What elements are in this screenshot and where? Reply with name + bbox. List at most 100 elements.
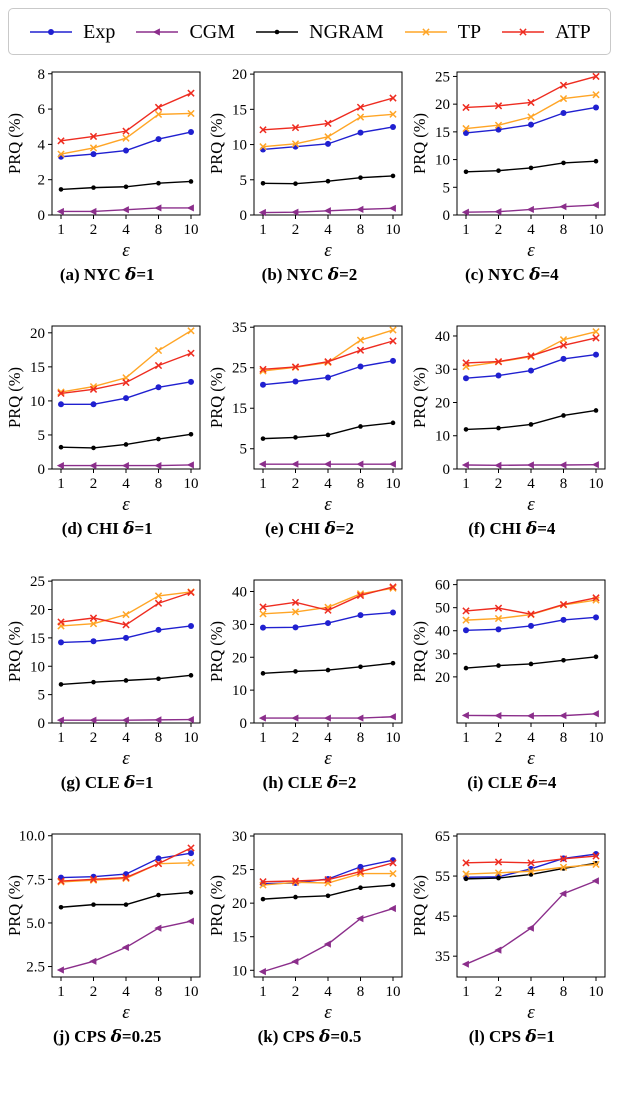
chart-caption-e: (e) CHI δ=2: [264, 519, 354, 539]
svg-text:PRQ (%): PRQ (%): [209, 367, 226, 428]
chart-canvas-g: 0 5 10 15 20 25 1 2 4 8 10 PRQ (%) ε: [7, 574, 201, 769]
chart-canvas-h: 0 10 20 30 40 1 2 4 8 10 PRQ (%) ε: [209, 579, 403, 769]
svg-text:10.0: 10.0: [19, 829, 45, 845]
svg-text:4: 4: [122, 476, 130, 492]
svg-text:1: 1: [260, 222, 268, 238]
svg-text:60: 60: [435, 578, 450, 594]
svg-text:20: 20: [435, 97, 450, 113]
svg-text:8: 8: [38, 67, 46, 83]
svg-text:PRQ (%): PRQ (%): [412, 875, 429, 936]
svg-text:ε: ε: [122, 1002, 130, 1023]
svg-text:30: 30: [232, 829, 247, 845]
svg-text:4: 4: [38, 137, 46, 153]
legend-label: NGRAM: [309, 20, 384, 43]
chart-caption-a: (a) NYC δ=1: [59, 265, 155, 285]
svg-text:45: 45: [435, 909, 450, 925]
chart-i: 20 30 40 50 60 1 2 4 8 10 PRQ (%) ε (i) CLE δ=4: [412, 573, 612, 793]
chart-l: 35 45 55 65 1 2 4 8 10 PRQ (%) ε (l) CPS δ=1: [412, 827, 612, 1047]
svg-text:55: 55: [435, 869, 450, 885]
svg-text:10: 10: [184, 222, 199, 238]
chart-canvas-c: 0 5 10 15 20 25 1 2 4 8 10 PRQ (%) ε: [412, 69, 606, 261]
svg-text:PRQ (%): PRQ (%): [209, 113, 226, 174]
svg-text:ε: ε: [325, 1002, 333, 1023]
chart-canvas-l: 35 45 55 65 1 2 4 8 10 PRQ (%) ε: [412, 829, 606, 1023]
svg-text:4: 4: [122, 730, 130, 746]
chart-caption-d: (d) CHI δ=1: [61, 519, 153, 539]
svg-text:10: 10: [588, 730, 603, 746]
svg-text:10: 10: [232, 683, 247, 699]
svg-text:10: 10: [184, 730, 199, 746]
chart-canvas-i: 20 30 40 50 60 1 2 4 8 10 PRQ (%) ε: [412, 578, 606, 769]
chart-caption-f: (f) CHI δ=4: [468, 519, 556, 539]
svg-text:1: 1: [260, 984, 268, 1000]
svg-text:15: 15: [30, 631, 45, 647]
chart-h: 0 10 20 30 40 1 2 4 8 10 PRQ (%) ε (h) CLE δ=2: [209, 573, 409, 793]
svg-text:0: 0: [38, 462, 46, 478]
svg-text:ε: ε: [325, 240, 333, 261]
svg-text:1: 1: [462, 476, 470, 492]
svg-text:2.5: 2.5: [26, 960, 45, 976]
chart-b: 0 5 10 15 20 1 2 4 8 10 PRQ (%) ε (b) NYC δ=2: [209, 65, 409, 285]
svg-text:4: 4: [122, 222, 130, 238]
svg-text:20: 20: [435, 670, 450, 686]
svg-text:40: 40: [435, 329, 450, 345]
svg-text:2: 2: [90, 476, 98, 492]
legend-marker-tp-icon: [404, 27, 447, 36]
svg-text:2: 2: [495, 730, 503, 746]
svg-text:ε: ε: [122, 494, 130, 515]
svg-text:8: 8: [560, 730, 568, 746]
svg-text:4: 4: [325, 222, 333, 238]
svg-text:2: 2: [495, 984, 503, 1000]
svg-text:PRQ (%): PRQ (%): [209, 875, 226, 936]
svg-text:ε: ε: [527, 494, 535, 515]
svg-text:25: 25: [435, 69, 450, 85]
chart-caption-l: (l) CPS δ=1: [468, 1027, 555, 1047]
svg-text:2: 2: [495, 476, 503, 492]
chart-a: 0 2 4 6 8 1 2 4 8 10 PRQ (%) ε (a) NYC δ=1: [7, 65, 207, 285]
legend-item-tp: TP: [403, 22, 481, 42]
svg-text:5: 5: [38, 428, 46, 444]
chart-g: 0 5 10 15 20 25 1 2 4 8 10 PRQ (%) ε (g) CLE δ=1: [7, 573, 207, 793]
svg-text:8: 8: [155, 984, 163, 1000]
svg-text:1: 1: [462, 730, 470, 746]
chart-c: 0 5 10 15 20 25 1 2 4 8 10 PRQ (%) ε (c) NYC δ=4: [412, 65, 612, 285]
svg-text:0: 0: [240, 716, 248, 732]
svg-text:2: 2: [292, 984, 300, 1000]
chart-d: 0 5 10 15 20 1 2 4 8 10 PRQ (%) ε (d) CHI δ=1: [7, 319, 207, 539]
chart-canvas-k: 10 15 20 25 30 1 2 4 8 10 PRQ (%) ε: [209, 829, 403, 1023]
svg-text:ε: ε: [527, 1002, 535, 1023]
svg-text:20: 20: [30, 326, 45, 342]
svg-text:8: 8: [560, 222, 568, 238]
svg-text:4: 4: [527, 984, 535, 1000]
legend-marker-cgm-icon: [136, 27, 179, 36]
svg-text:ε: ε: [122, 240, 130, 261]
svg-text:PRQ (%): PRQ (%): [7, 113, 24, 174]
svg-text:10: 10: [386, 984, 401, 1000]
svg-text:8: 8: [155, 476, 163, 492]
svg-text:ε: ε: [527, 748, 535, 769]
svg-text:1: 1: [57, 222, 65, 238]
svg-text:30: 30: [232, 617, 247, 633]
svg-text:10: 10: [184, 984, 199, 1000]
svg-text:50: 50: [435, 601, 450, 617]
svg-text:10: 10: [30, 659, 45, 675]
svg-text:ε: ε: [122, 748, 130, 769]
svg-text:8: 8: [357, 222, 365, 238]
svg-text:10: 10: [232, 138, 247, 154]
svg-text:15: 15: [232, 930, 247, 946]
svg-text:2: 2: [495, 222, 503, 238]
chart-canvas-a: 0 2 4 6 8 1 2 4 8 10 PRQ (%) ε: [7, 67, 201, 261]
chart-caption-c: (c) NYC δ=4: [464, 265, 559, 285]
svg-text:2: 2: [292, 476, 300, 492]
chart-j: 2.5 5.0 7.5 10.0 1 2 4 8 10 PRQ (%) ε (j) CPS δ=0.2…: [7, 827, 207, 1047]
svg-text:35: 35: [435, 949, 450, 965]
legend-label: TP: [457, 20, 482, 43]
svg-text:15: 15: [30, 360, 45, 376]
svg-text:ε: ε: [325, 748, 333, 769]
svg-text:40: 40: [435, 624, 450, 640]
svg-text:1: 1: [57, 984, 65, 1000]
svg-text:5: 5: [240, 442, 248, 458]
chart-grid: 0 2 4 6 8 1 2 4 8 10 PRQ (%) ε (a) NYC δ=1 0 5 10 15 20 1 2…: [0, 65, 619, 1047]
svg-text:10: 10: [588, 984, 603, 1000]
